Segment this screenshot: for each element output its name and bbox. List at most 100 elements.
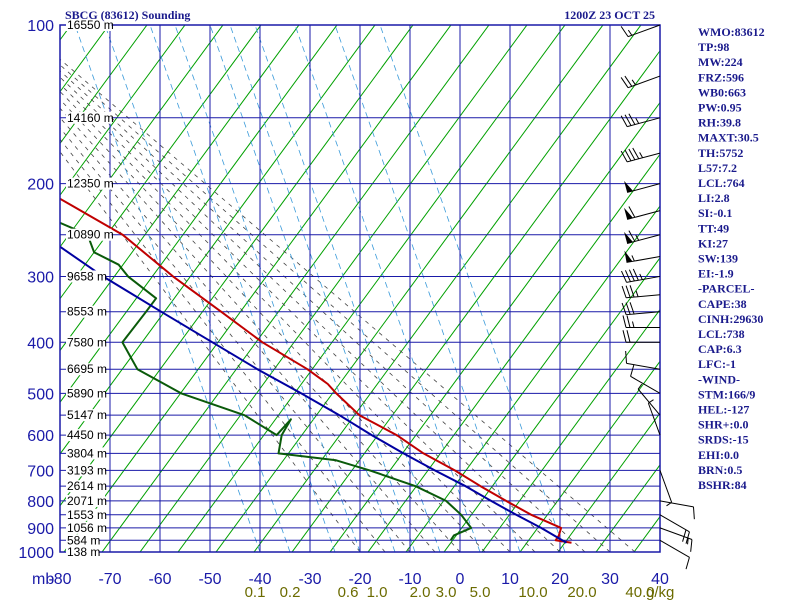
height-label-bg	[66, 305, 105, 318]
index-entry: PW:0.95	[698, 101, 742, 115]
index-entry: FRZ:596	[698, 70, 744, 84]
temperature-tick-label: 40	[651, 571, 669, 588]
wind-barb-flag	[620, 26, 629, 37]
wind-barb-flag	[625, 350, 628, 364]
chart-title: SBCG (83612) Sounding	[65, 8, 190, 22]
wind-barb-staff	[659, 527, 693, 540]
pressure-tick-label: 800	[27, 494, 54, 511]
wind-barb-staff	[626, 275, 661, 283]
wind-barb-flag	[630, 364, 635, 377]
height-label: 7580 m	[67, 335, 107, 349]
height-label-bg	[66, 521, 105, 534]
dry-adiabat-line	[481, 308, 660, 552]
dry-adiabat-line	[60, 25, 110, 93]
pressure-tick-label: 900	[27, 521, 54, 538]
wind-barb-staff	[630, 375, 661, 394]
dry-adiabat-line	[253, 25, 642, 552]
index-entry: SI:-0.1	[698, 206, 732, 220]
temperature-tick-label: -10	[398, 571, 421, 588]
index-entry: WMO:83612	[698, 25, 765, 39]
index-entry: CAPE:38	[698, 297, 747, 311]
wind-barb	[659, 500, 695, 520]
wind-barb	[647, 399, 661, 436]
dry-adiabat-line	[367, 153, 660, 552]
wind-barb	[621, 285, 661, 299]
wind-barb-half-flag	[635, 117, 640, 124]
wind-barb	[620, 24, 661, 38]
height-label-bg	[66, 270, 105, 283]
wind-barb	[622, 315, 660, 329]
pressure-tick-label: 100	[27, 18, 54, 35]
height-label-bg	[66, 363, 105, 376]
temperature-tick-label: -80	[48, 571, 71, 588]
wind-barb-half-flag	[639, 152, 644, 158]
wind-barb-pennant	[624, 250, 633, 263]
height-label: 16550 m	[67, 18, 114, 32]
temperature-tick-label: -20	[348, 571, 371, 588]
index-entry: STM:166/9	[698, 387, 755, 401]
wind-barb-staff	[659, 470, 673, 503]
dewpoint-line	[60, 221, 473, 541]
height-label-bg	[66, 546, 99, 558]
dry-adiabat-line	[60, 25, 224, 248]
wind-barb-half-flag	[637, 383, 643, 390]
height-label-bg	[66, 508, 105, 521]
dry-adiabat-line	[60, 25, 186, 197]
wind-barb-flag	[629, 285, 635, 298]
index-entry: RH:39.8	[698, 116, 741, 130]
temperature-tick-label: -50	[198, 571, 221, 588]
pressure-tick-label: 1000	[18, 545, 54, 562]
wind-barb	[622, 330, 660, 343]
index-entry: SW:139	[698, 252, 738, 266]
mixing-ratio-label: 0.2	[280, 584, 301, 600]
wind-barb-flag	[682, 529, 687, 542]
index-entry: -WIND-	[698, 372, 740, 386]
mixing-ratio-label: 40.0	[625, 584, 654, 600]
wind-barb	[621, 302, 661, 316]
wind-barb-pennant	[624, 180, 633, 193]
wind-barb-half-flag	[631, 79, 636, 86]
temperature-tick-label: -70	[98, 571, 121, 588]
temp-axis-unit: mb	[32, 571, 54, 588]
wind-barb	[659, 470, 673, 507]
height-label: 3193 m	[67, 463, 107, 477]
parcel-line	[60, 245, 568, 544]
index-entry: BRN:0.5	[698, 463, 742, 477]
index-entry: MAXT:30.5	[698, 131, 759, 145]
height-label-bg	[66, 447, 105, 460]
dry-adiabat-line	[60, 25, 262, 300]
dry-adiabat-line	[101, 25, 490, 552]
height-label: 10890 m	[67, 228, 114, 242]
wind-barb-flag	[628, 206, 636, 218]
mixing-ratio-label: 2.0	[410, 584, 431, 600]
temperature-tick-label: -60	[148, 571, 171, 588]
dry-adiabat-line	[60, 25, 148, 145]
pressure-axis: 100 200 300 400 500 600 700 800 900 1000	[18, 18, 54, 562]
temperature-line	[60, 197, 572, 544]
wind-barb-flag	[624, 149, 632, 162]
wind-barb-flag	[692, 506, 695, 520]
wind-barbs	[620, 24, 695, 570]
wind-barb	[625, 350, 661, 370]
wind-barb	[624, 180, 661, 193]
dry-adiabat-line	[557, 412, 660, 552]
dry-adiabat-line	[780, 0, 800, 600]
index-entry: CAP:6.3	[698, 342, 742, 356]
dry-adiabat-line	[139, 25, 528, 552]
height-label: 2614 m	[67, 479, 107, 493]
wind-barb	[620, 75, 661, 89]
wind-barb	[659, 527, 693, 552]
wind-barb-flag	[626, 315, 631, 328]
dry-adiabat-line	[177, 25, 566, 552]
wind-barb	[620, 147, 661, 163]
temperature-tick-label: -40	[248, 571, 271, 588]
wind-barb-flag	[620, 115, 628, 127]
wind-barb-flag	[632, 268, 639, 281]
height-label-bg	[66, 177, 112, 190]
index-entry: TT:49	[698, 221, 729, 235]
mixing-ratio-label: 0.1	[245, 584, 266, 600]
index-entry: SHR+:0.0	[698, 418, 749, 432]
wind-barb-half-flag	[627, 29, 633, 36]
wind-barb-staff	[659, 539, 690, 558]
wind-barb-flag	[620, 77, 629, 88]
